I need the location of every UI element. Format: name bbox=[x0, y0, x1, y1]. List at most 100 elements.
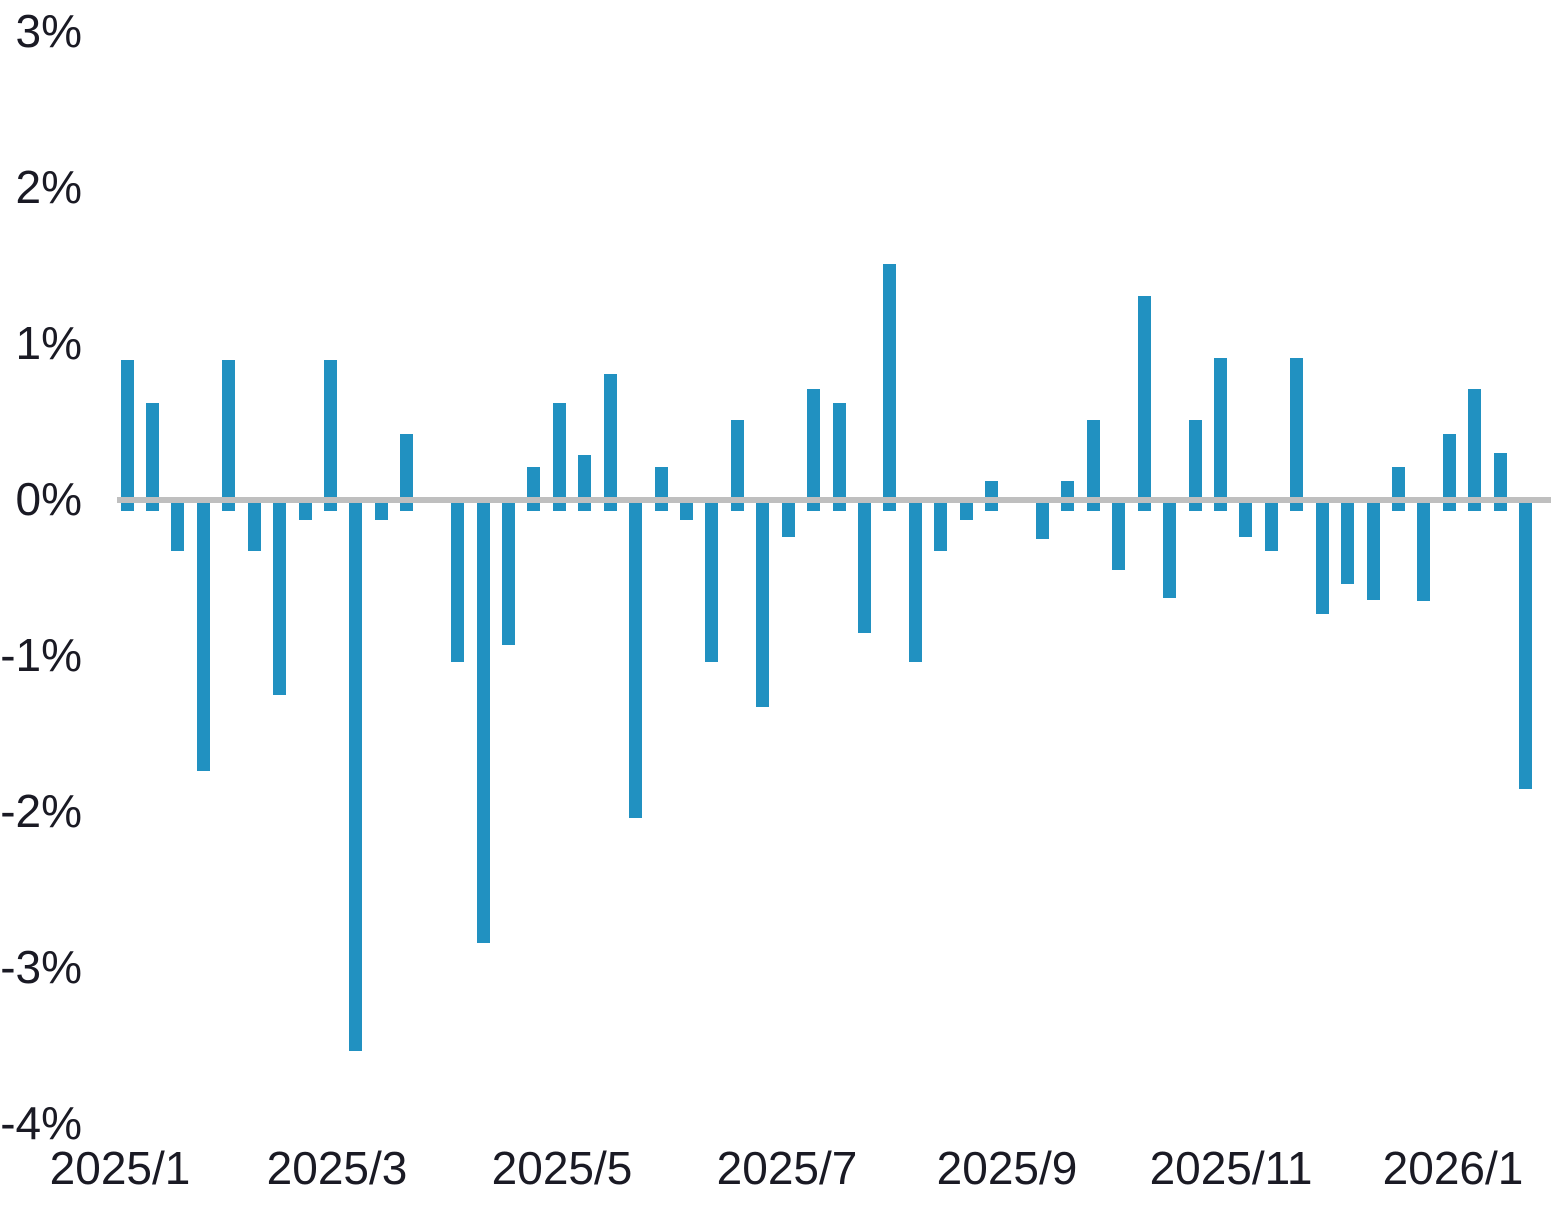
bar bbox=[1264, 500, 1278, 552]
zero-dash bbox=[730, 503, 744, 511]
zero-dash bbox=[1392, 503, 1405, 511]
zero-dash bbox=[552, 503, 566, 511]
y-axis-tick-label: 3% bbox=[15, 5, 82, 57]
y-axis-tick-label: 1% bbox=[15, 317, 82, 369]
bar bbox=[501, 500, 515, 646]
zero-dash bbox=[273, 503, 287, 511]
zero-dash bbox=[1061, 503, 1075, 511]
y-axis-tick-label: 2% bbox=[15, 161, 82, 213]
y-axis-tick-label: 0% bbox=[15, 473, 82, 525]
zero-dash bbox=[883, 503, 897, 511]
zero-dash bbox=[1468, 503, 1482, 511]
bar bbox=[1493, 453, 1507, 500]
bar bbox=[985, 481, 999, 500]
bar bbox=[1290, 358, 1304, 500]
bar bbox=[1442, 434, 1456, 500]
bar bbox=[654, 467, 668, 500]
x-axis-tick-label: 2026/1 bbox=[1382, 1142, 1524, 1194]
zero-dash bbox=[1341, 503, 1355, 511]
bar bbox=[807, 389, 821, 500]
zero-dash bbox=[934, 503, 948, 511]
y-axis-tick-label: -1% bbox=[0, 629, 82, 681]
zero-dash bbox=[247, 503, 261, 511]
zero-dash bbox=[857, 503, 871, 511]
zero-dash bbox=[908, 503, 922, 511]
bar bbox=[1213, 358, 1227, 500]
zero-dash bbox=[476, 503, 490, 511]
x-axis-tick-label: 2025/5 bbox=[491, 1142, 633, 1194]
bar bbox=[1188, 420, 1202, 500]
bar bbox=[832, 403, 846, 500]
zero-dash bbox=[578, 503, 592, 511]
zero-dash bbox=[374, 503, 388, 511]
zero-dash bbox=[1188, 503, 1202, 511]
zero-dash bbox=[1137, 503, 1151, 511]
bar bbox=[730, 420, 744, 500]
zero-dash bbox=[985, 503, 999, 511]
zero-dash bbox=[705, 503, 719, 511]
bar bbox=[934, 500, 948, 552]
zero-dash bbox=[222, 503, 236, 511]
y-axis-tick-label: -4% bbox=[0, 1097, 82, 1149]
bar bbox=[400, 434, 414, 500]
zero-dash bbox=[1417, 503, 1431, 511]
bar bbox=[1163, 500, 1177, 599]
zero-dash bbox=[145, 503, 159, 511]
zero-dash bbox=[400, 503, 414, 511]
x-axis-tick-label: 2025/1 bbox=[49, 1142, 191, 1194]
zero-dash bbox=[781, 503, 795, 511]
zero-dash bbox=[756, 503, 770, 511]
bar bbox=[1392, 467, 1405, 500]
zero-dash bbox=[679, 503, 693, 511]
zero-dash bbox=[171, 503, 185, 511]
bar bbox=[1468, 389, 1482, 500]
zero-dash bbox=[1086, 503, 1100, 511]
bar bbox=[1366, 500, 1380, 600]
bar bbox=[1417, 500, 1431, 602]
zero-dash bbox=[1112, 503, 1126, 511]
bar bbox=[756, 500, 770, 708]
bar bbox=[349, 500, 363, 1051]
zero-line bbox=[117, 497, 1551, 503]
zero-dash bbox=[120, 503, 134, 511]
zero-dash bbox=[1493, 503, 1507, 511]
zero-dash bbox=[451, 503, 465, 511]
zero-dash bbox=[1035, 503, 1049, 511]
y-axis-tick-label: -3% bbox=[0, 941, 82, 993]
zero-dash bbox=[1239, 503, 1253, 511]
bar bbox=[1086, 420, 1100, 500]
zero-dash bbox=[832, 503, 846, 511]
bar bbox=[196, 500, 210, 772]
bar bbox=[527, 467, 541, 500]
bar bbox=[578, 454, 592, 500]
zero-dash bbox=[527, 503, 541, 511]
zero-dash bbox=[196, 503, 210, 511]
bar bbox=[222, 359, 236, 500]
zero-dash bbox=[959, 503, 973, 511]
x-axis-tick-label: 2025/7 bbox=[716, 1142, 858, 1194]
bar bbox=[705, 500, 719, 663]
bar bbox=[1315, 500, 1329, 614]
x-axis-tick-label: 2025/9 bbox=[936, 1142, 1078, 1194]
zero-dash bbox=[501, 503, 515, 511]
bar bbox=[857, 500, 871, 633]
zero-dash bbox=[1264, 503, 1278, 511]
bar bbox=[476, 500, 490, 944]
bar bbox=[171, 500, 185, 552]
bar bbox=[1341, 500, 1355, 585]
bar bbox=[908, 500, 922, 663]
zero-dash bbox=[1366, 503, 1380, 511]
x-axis-tick-label: 2025/3 bbox=[266, 1142, 408, 1194]
zero-dash bbox=[1163, 503, 1177, 511]
bar bbox=[1137, 295, 1151, 500]
y-axis-tick-label: -2% bbox=[0, 785, 82, 837]
bar bbox=[603, 373, 617, 500]
zero-dash bbox=[629, 503, 643, 511]
zero-dash bbox=[654, 503, 668, 511]
zero-dash bbox=[1442, 503, 1456, 511]
bar bbox=[451, 500, 465, 663]
bar bbox=[629, 500, 643, 819]
zero-dash bbox=[298, 503, 312, 511]
